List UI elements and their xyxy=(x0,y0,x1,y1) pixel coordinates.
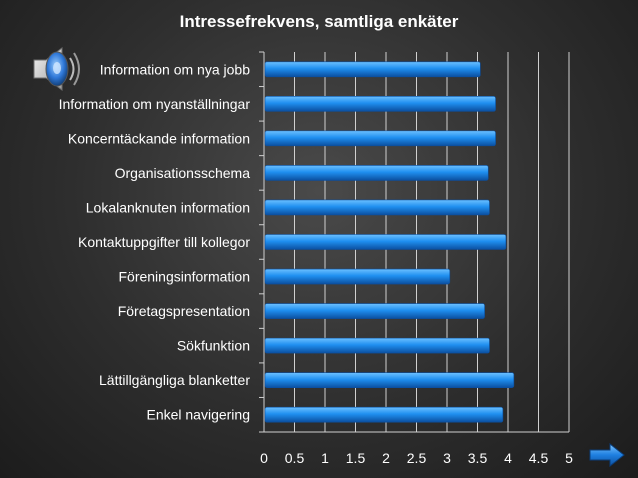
bar xyxy=(264,337,490,354)
x-tick-label: 5 xyxy=(565,450,573,466)
bar xyxy=(264,130,496,147)
x-tick-label: 0 xyxy=(260,450,268,466)
bar xyxy=(264,199,490,216)
x-tick-label: 4.5 xyxy=(529,450,549,466)
arrow-right-icon[interactable] xyxy=(588,443,626,467)
category-label: Organisationsschema xyxy=(115,165,251,181)
chart-title: Intressefrekvens, samtliga enkäter xyxy=(179,12,459,31)
category-label: Sökfunktion xyxy=(177,338,250,354)
bar xyxy=(264,372,515,388)
category-label: Enkel navigering xyxy=(146,407,250,423)
bar xyxy=(264,96,496,112)
x-tick-label: 1.5 xyxy=(346,450,366,466)
bar xyxy=(264,61,481,78)
category-label: Företagspresentation xyxy=(118,303,250,319)
x-tick-label: 3 xyxy=(443,450,451,466)
bar xyxy=(264,234,507,250)
x-tick-label: 4 xyxy=(504,450,512,466)
bar xyxy=(264,303,485,319)
category-label: Information om nya jobb xyxy=(100,61,250,77)
bar xyxy=(264,406,504,423)
x-tick-label: 3.5 xyxy=(468,450,488,466)
bar xyxy=(264,165,489,181)
bar xyxy=(264,268,451,285)
x-tick-label: 0.5 xyxy=(285,450,305,466)
category-label: Koncerntäckande information xyxy=(68,130,250,146)
x-tick-label: 2 xyxy=(382,450,390,466)
category-label: Lokalanknuten information xyxy=(86,199,250,215)
speaker-icon[interactable] xyxy=(30,44,84,94)
x-tick-label: 2.5 xyxy=(407,450,427,466)
category-label: Lättillgängliga blanketter xyxy=(99,372,250,388)
category-label: Kontaktuppgifter till kollegor xyxy=(78,234,250,250)
category-label: Information om nyanställningar xyxy=(59,96,251,112)
category-label: Föreningsinformation xyxy=(118,269,250,285)
x-tick-label: 1 xyxy=(321,450,329,466)
